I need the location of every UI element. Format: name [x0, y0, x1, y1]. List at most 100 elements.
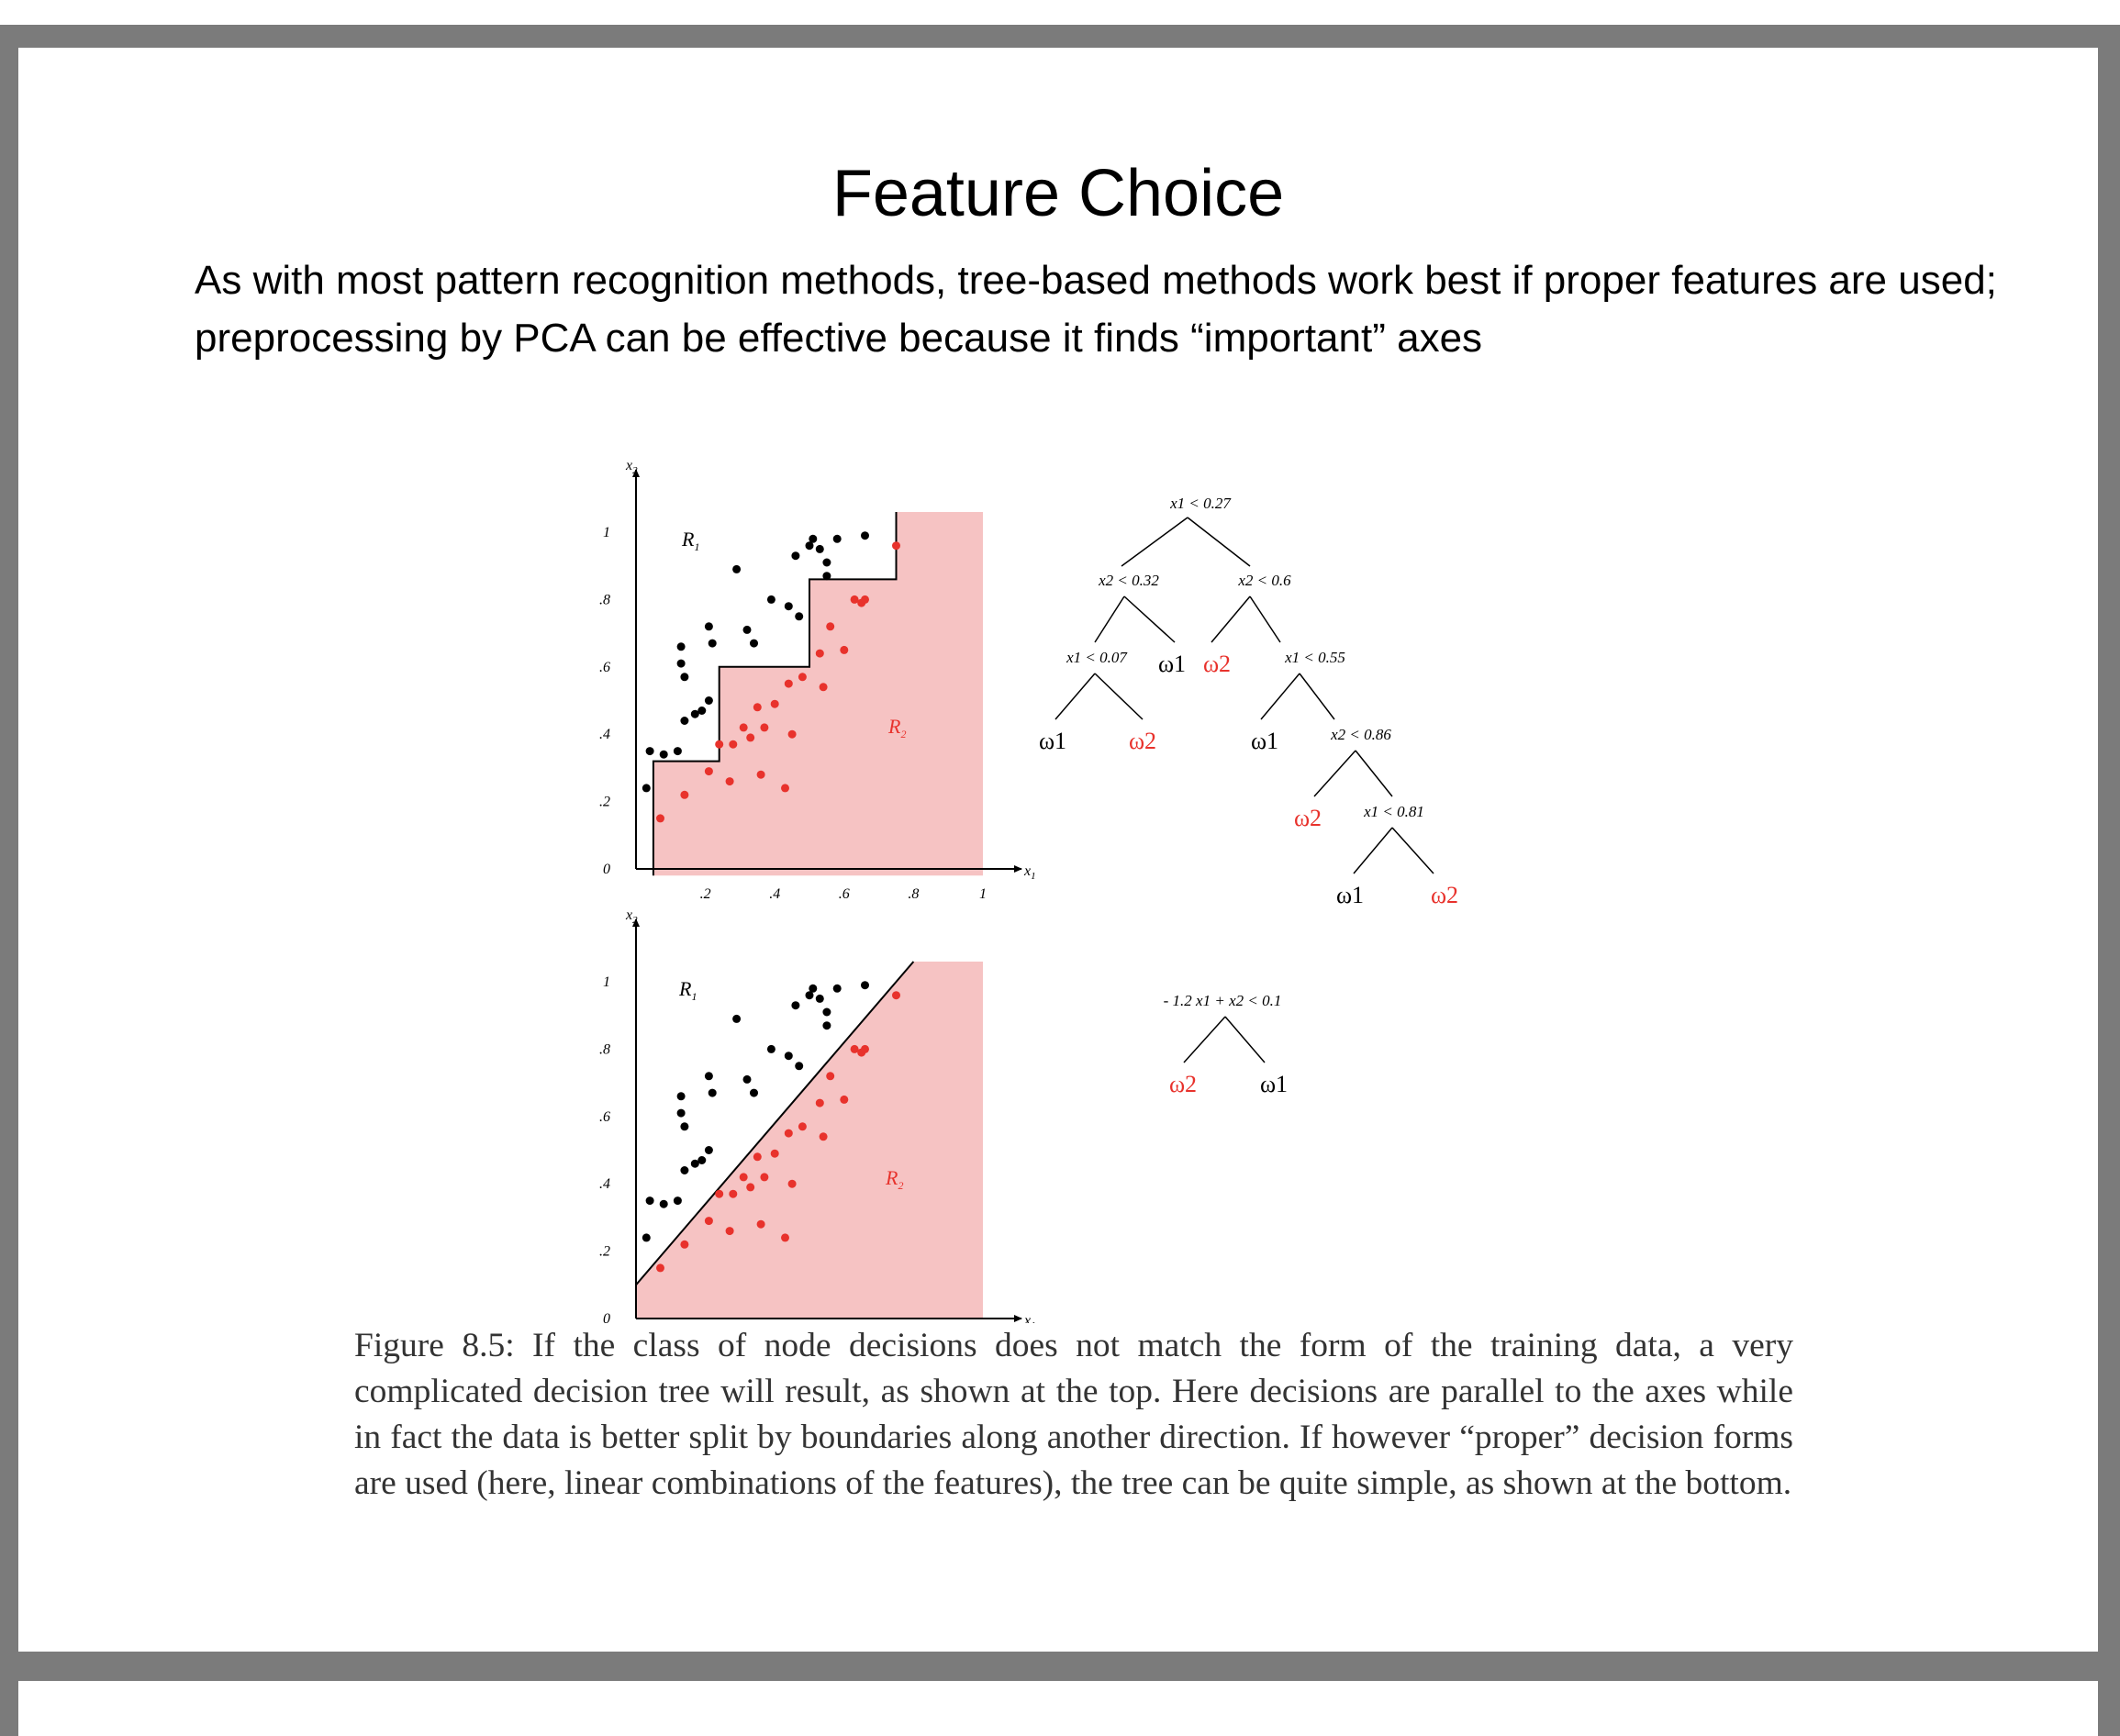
data-point-omega2: [892, 991, 900, 1000]
tree-leaf-omega1: ω1: [1336, 882, 1364, 908]
data-point-omega2: [739, 723, 748, 732]
data-point-omega2: [729, 1189, 738, 1198]
data-point-omega2: [784, 1129, 793, 1138]
data-point-omega2: [753, 703, 762, 712]
tree-leaf-omega2: ω2: [1294, 805, 1322, 831]
y-tick-label: .4: [599, 727, 610, 742]
data-point-omega1: [822, 1007, 831, 1017]
data-point-omega1: [704, 622, 713, 631]
data-point-omega2: [819, 683, 828, 692]
data-point-omega1: [795, 1062, 804, 1071]
data-point-omega2: [753, 1152, 762, 1162]
data-point-omega2: [756, 770, 765, 779]
data-point-omega2: [850, 595, 859, 604]
data-point-omega2: [760, 723, 769, 732]
data-point-omega2: [729, 740, 738, 749]
data-point-omega1: [832, 534, 842, 543]
data-point-omega1: [676, 1092, 686, 1101]
data-point-omega1: [805, 541, 814, 551]
tree-leaf-omega1: ω1: [1039, 728, 1066, 754]
figure-caption: Figure 8.5: If the class of node decisio…: [354, 1327, 1793, 1502]
decision-tree-top: [1054, 517, 1434, 874]
data-point-omega1: [642, 1233, 651, 1242]
data-point-omega2: [798, 1122, 807, 1131]
data-point-omega1: [680, 717, 689, 725]
tree-leaf-omega1: ω1: [1251, 728, 1278, 754]
data-point-omega1: [708, 1088, 717, 1097]
data-point-omega1: [791, 551, 800, 561]
tree-node-x1-081: x1 < 0.81: [1363, 803, 1424, 820]
x-tick-label: 1: [979, 886, 987, 902]
region-r1-label: R1: [681, 528, 699, 553]
region-r1-label: R1: [678, 977, 697, 1003]
x2-axis-label: x2: [625, 458, 638, 476]
data-point-omega1: [680, 1166, 689, 1174]
y-tick-label: 0: [603, 862, 610, 877]
data-point-omega2: [787, 729, 797, 739]
slide-title: Feature Choice: [831, 157, 1285, 230]
data-point-omega1: [750, 1088, 758, 1097]
tree-leaf-omega1: ω1: [1158, 651, 1186, 677]
y-tick-label: .6: [599, 1109, 610, 1125]
data-point-omega1: [708, 639, 717, 648]
data-point-omega1: [861, 531, 869, 540]
data-point-omega1: [809, 534, 818, 543]
data-point-omega1: [680, 673, 689, 682]
data-point-omega2: [715, 740, 724, 749]
data-point-omega2: [746, 1183, 755, 1192]
data-point-omega1: [676, 1108, 686, 1118]
data-point-omega1: [673, 747, 682, 756]
data-point-omega2: [680, 1240, 689, 1249]
data-point-omega2: [781, 784, 789, 793]
y-tick-label: .8: [599, 1041, 610, 1057]
data-point-omega2: [815, 649, 824, 658]
slide-subtitle: As with most pattern recognition methods…: [195, 258, 1997, 361]
data-point-omega2: [787, 1179, 797, 1188]
data-point-omega1: [704, 1072, 713, 1081]
x-tick-labels: .2 .4 .6 .8 1: [700, 886, 987, 902]
y-tick-label: .2: [599, 1244, 610, 1260]
data-point-omega2: [725, 777, 734, 786]
data-point-omega1: [795, 612, 804, 621]
tree-top-leaves: ω1 ω2 ω1 ω2 ω1 ω2 ω1 ω2: [1039, 651, 1458, 908]
x1-axis-label: x1: [1023, 863, 1036, 882]
x2-axis-label: x2: [625, 907, 638, 926]
data-point-omega1: [822, 1021, 831, 1030]
data-point-omega2: [760, 1173, 769, 1182]
staircase-boundary: [652, 512, 898, 876]
next-page-edge: [18, 1681, 2098, 1736]
decision-tree-bottom: [1183, 1016, 1266, 1063]
data-point-omega2: [656, 1263, 664, 1273]
data-point-omega2: [680, 790, 689, 799]
previous-page-edge: [0, 0, 2120, 25]
x-tick-label: .2: [700, 886, 711, 902]
data-point-omega2: [840, 1095, 849, 1104]
figure-8-5: x2 x1 0.2.4.6.81 .2.4.6.81 R1 R2 x2 x1 0…: [599, 458, 1458, 1323]
data-point-omega2: [819, 1132, 828, 1141]
data-point-omega1: [642, 784, 651, 793]
tree-node-x2-086: x2 < 0.86: [1330, 726, 1391, 743]
data-point-omega1: [822, 558, 831, 567]
tree-leaf-omega2: ω2: [1129, 728, 1156, 754]
tree-top-labels: x1 < 0.27 x2 < 0.32 x2 < 0.6 x1 < 0.07 x…: [1066, 495, 1424, 820]
data-point-omega1: [766, 1044, 775, 1053]
data-point-omega1: [676, 642, 686, 651]
bottom-plot: x2 x1 0.2.4.6.81 .2.4.6.81 R1 R2: [599, 907, 1036, 1323]
data-point-omega1: [673, 1196, 682, 1206]
data-point-omega2: [725, 1227, 734, 1236]
data-point-omega2: [892, 541, 900, 551]
tree-leaf-omega2: ω2: [1431, 882, 1458, 908]
x1-axis-label: x1: [1023, 1313, 1036, 1323]
data-point-omega1: [704, 1146, 713, 1154]
tree-bottom-leaf-omega1: ω1: [1260, 1071, 1288, 1097]
top-plot: x2 x1 0.2.4.6.81 .2.4.6.8 1 R1 R2: [599, 458, 1036, 902]
data-point-omega2: [826, 622, 835, 631]
data-point-omega2: [746, 733, 755, 742]
y-tick-label: .6: [599, 660, 610, 675]
data-point-omega1: [805, 991, 814, 1000]
tree-node-x1-055: x1 < 0.55: [1284, 649, 1345, 666]
region-r2-fill: [653, 512, 983, 876]
data-point-omega1: [645, 747, 654, 756]
data-point-omega2: [784, 679, 793, 688]
x-tick-label: .6: [839, 886, 850, 902]
